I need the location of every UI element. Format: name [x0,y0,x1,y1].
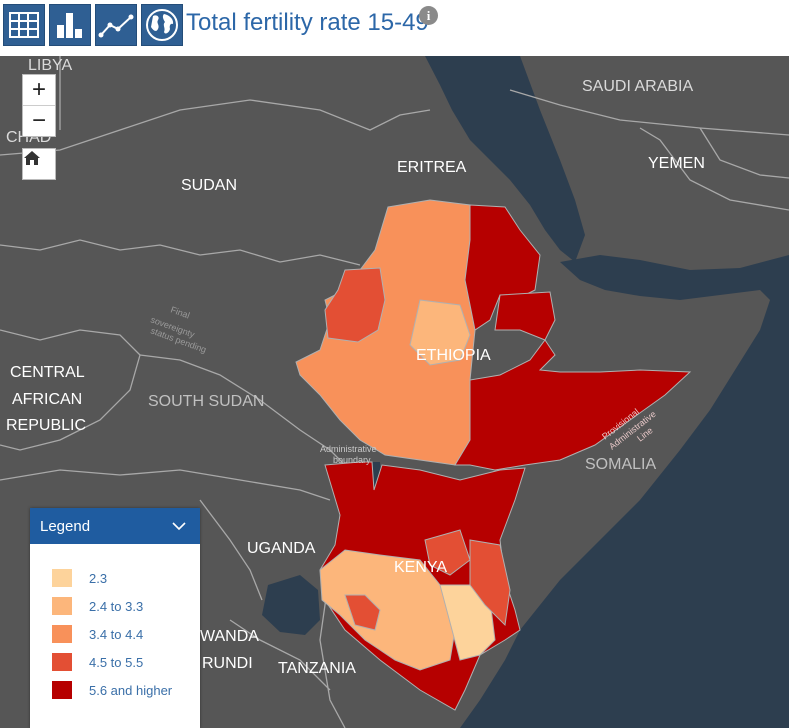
legend-swatch [52,569,72,587]
chevron-down-icon[interactable] [172,521,186,531]
red-sea [425,56,585,262]
globe-icon [146,9,178,41]
legend-item: 4.5 to 5.5 [52,652,143,672]
zoom-out-button[interactable]: − [31,107,46,134]
legend-label: 3.4 to 4.4 [89,626,144,642]
legend-swatch [52,625,72,643]
legend-swatch [52,653,72,671]
legend-panel: Legend 2.3 2.4 to 3.3 3.4 to 4.4 4.5 to … [30,508,200,728]
zoom-control: + − [22,74,56,137]
label-ethiopia: ETHIOPIA [416,347,491,364]
lake-victoria [262,575,320,635]
country-borders [0,56,789,728]
table-view-button[interactable] [3,4,45,46]
map-canvas[interactable]: LIBYA CHAD SAUDI ARABIA YEMEN SUDAN ERIT… [0,56,789,728]
label-car-2: AFRICAN [12,391,82,408]
legend-header[interactable]: Legend [30,508,200,544]
note-admin-1: Administrative [320,444,377,454]
label-uganda: UGANDA [247,540,316,557]
table-icon [9,12,39,38]
label-eritrea: ERITREA [397,159,467,176]
legend-swatch [52,681,72,699]
note-admin-2: boundary [333,455,371,465]
label-yemen: YEMEN [648,155,705,172]
label-car-3: REPUBLIC [6,417,86,434]
legend-label: 2.4 to 3.3 [89,598,144,614]
label-south-sudan: SOUTH SUDAN [148,393,264,410]
home-icon [23,149,55,179]
legend-label: 2.3 [89,570,108,586]
legend-item: 5.6 and higher [52,680,172,700]
label-saudi-arabia: SAUDI ARABIA [582,78,693,95]
home-button[interactable] [22,148,56,180]
label-rwanda: WANDA [200,628,259,645]
legend-label: 4.5 to 5.5 [89,654,144,670]
legend-title: Legend [40,517,91,535]
line-chart-icon [98,14,134,38]
indian-ocean [460,255,789,728]
toolbar: Total fertility rate 15-49 i [0,0,789,52]
label-sudan: SUDAN [181,177,237,194]
kenya-regions [319,461,526,711]
label-kenya: KENYA [394,559,447,576]
label-libya: LIBYA [28,57,73,74]
map-view-button[interactable] [141,4,183,46]
legend-item: 2.4 to 3.3 [52,596,143,616]
zoom-in-button[interactable]: + [23,75,55,106]
info-icon[interactable]: i [419,6,438,25]
map-area[interactable]: LIBYA CHAD SAUDI ARABIA YEMEN SUDAN ERIT… [0,56,789,728]
label-car-1: CENTRAL [10,364,85,381]
bar-chart-icon [57,13,82,38]
label-burundi: RUNDI [202,655,253,672]
legend-swatch [52,597,72,615]
line-chart-view-button[interactable] [95,4,137,46]
bar-chart-view-button[interactable] [49,4,91,46]
legend-item: 2.3 [52,568,107,588]
chart-title: Total fertility rate 15-49 [186,9,429,36]
label-tanzania: TANZANIA [278,660,356,677]
ethiopia-regions [295,199,692,471]
legend-item: 3.4 to 4.4 [52,624,143,644]
label-somalia: SOMALIA [585,456,656,473]
legend-label: 5.6 and higher [89,682,173,698]
